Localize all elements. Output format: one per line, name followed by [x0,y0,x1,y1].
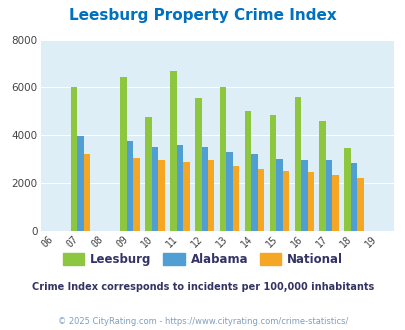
Text: © 2025 CityRating.com - https://www.cityrating.com/crime-statistics/: © 2025 CityRating.com - https://www.city… [58,317,347,326]
Bar [70,87,77,231]
Bar [332,175,338,231]
Bar [120,77,127,231]
Bar [307,172,313,231]
Bar [294,97,300,231]
Bar [226,152,232,231]
Bar [282,171,288,231]
Text: Leesburg Property Crime Index: Leesburg Property Crime Index [69,8,336,23]
Bar [343,148,350,231]
Bar [158,160,164,231]
Text: Crime Index corresponds to incidents per 100,000 inhabitants: Crime Index corresponds to incidents per… [32,282,373,292]
Bar [220,87,226,231]
Bar [319,121,325,231]
Bar [201,147,207,231]
Bar [244,112,251,231]
Bar [176,145,183,231]
Bar [269,115,275,231]
Bar [133,158,139,231]
Bar [145,117,151,231]
Bar [83,154,90,231]
Bar [251,154,257,231]
Bar [194,98,201,231]
Bar [257,169,264,231]
Bar [207,160,214,231]
Bar [275,159,282,231]
Bar [77,137,83,231]
Bar [350,163,356,231]
Bar [183,162,189,231]
Bar [300,160,307,231]
Bar [356,178,363,231]
Legend: Leesburg, Alabama, National: Leesburg, Alabama, National [58,248,347,271]
Bar [325,160,332,231]
Bar [170,71,176,231]
Bar [127,141,133,231]
Bar [151,147,158,231]
Bar [232,166,239,231]
